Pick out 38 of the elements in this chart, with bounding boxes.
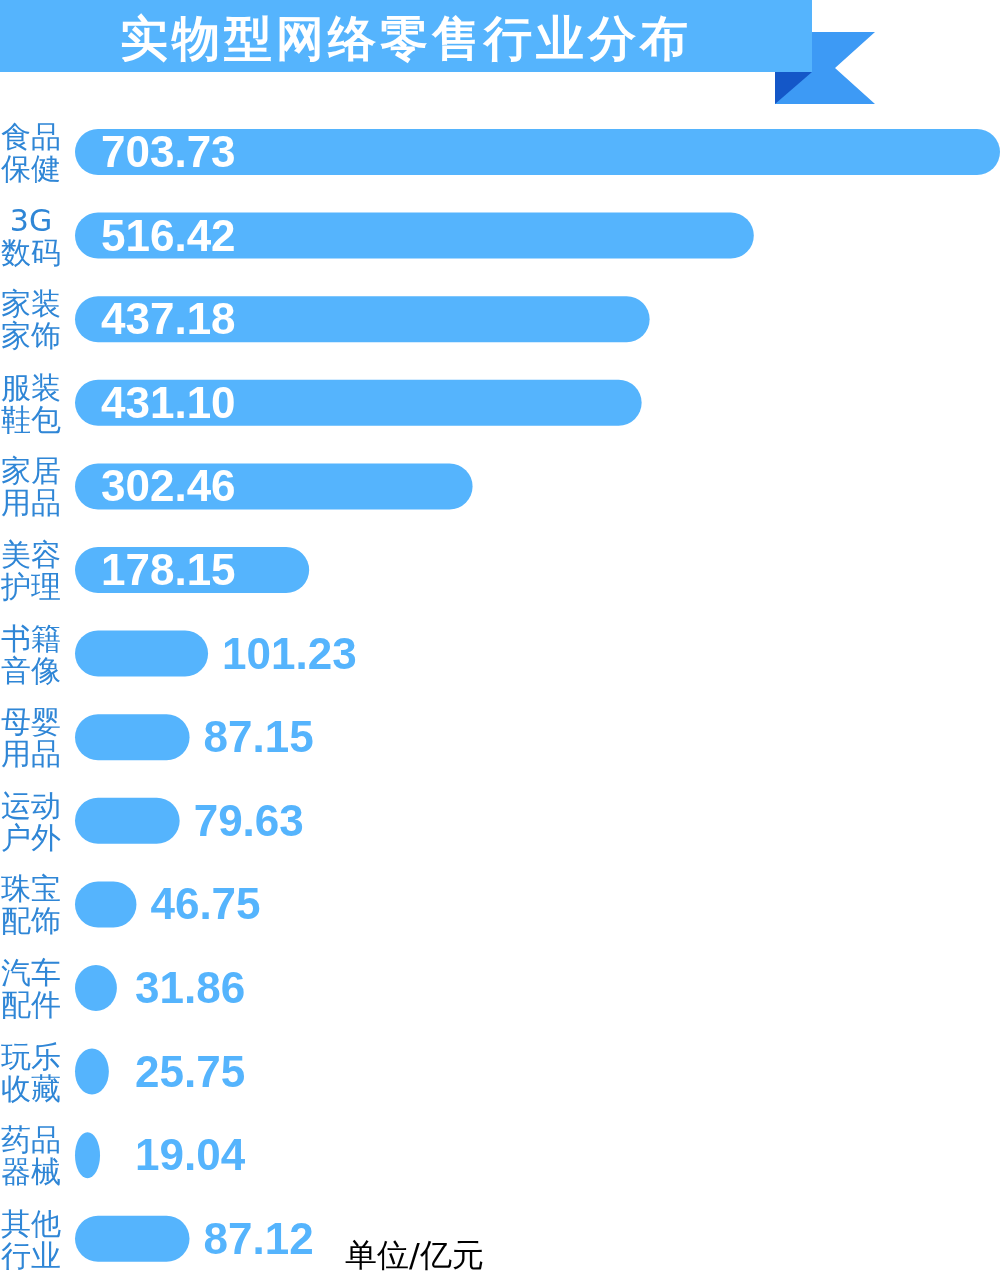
chart-title: 实物型网络零售行业分布: [120, 10, 692, 66]
y-tick-label: 运动户外: [1, 787, 61, 855]
data-label: 79.63: [193, 795, 304, 845]
bar: [75, 797, 180, 844]
y-tick-label: 其他行业: [1, 1205, 61, 1273]
bar: [75, 1215, 190, 1262]
y-tick-label: 汽车配件: [1, 955, 61, 1022]
data-label: 46.75: [150, 879, 261, 929]
y-tick-label: 3G数码: [1, 202, 61, 270]
data-label: 302.46: [101, 461, 236, 511]
y-tick-label: 食品保健: [1, 119, 61, 186]
data-label: 19.04: [135, 1130, 246, 1180]
bar: [75, 714, 190, 761]
data-label: 431.10: [101, 377, 236, 427]
data-label: 101.23: [222, 628, 357, 678]
y-tick-label: 家居用品: [1, 453, 61, 521]
data-label: 87.12: [203, 1213, 314, 1263]
data-label: 437.18: [101, 294, 236, 344]
bar: [75, 129, 1000, 175]
bar: [75, 379, 642, 426]
annotation: 单位/亿元: [345, 1236, 484, 1274]
data-label: 31.86: [135, 963, 246, 1012]
data-label: 703.73: [101, 127, 236, 176]
data-label: 516.42: [101, 210, 236, 260]
y-tick-label: 药品器械: [1, 1122, 61, 1190]
data-label: 25.75: [135, 1046, 246, 1096]
y-tick-label: 服装鞋包: [1, 369, 61, 437]
y-tick-label: 书籍音像: [1, 620, 61, 688]
bar: [75, 630, 209, 677]
bar: [75, 212, 754, 259]
y-tick-label: 母婴用品: [1, 704, 61, 772]
y-tick-label: 家装家饰: [1, 286, 61, 354]
data-label: 178.15: [101, 545, 236, 594]
bar: [75, 296, 650, 343]
y-tick-label: 珠宝配饰: [1, 871, 61, 939]
y-tick-label: 玩乐收藏: [1, 1038, 61, 1106]
y-tick-label: 美容护理: [0, 537, 61, 604]
data-label: 87.15: [203, 712, 314, 762]
